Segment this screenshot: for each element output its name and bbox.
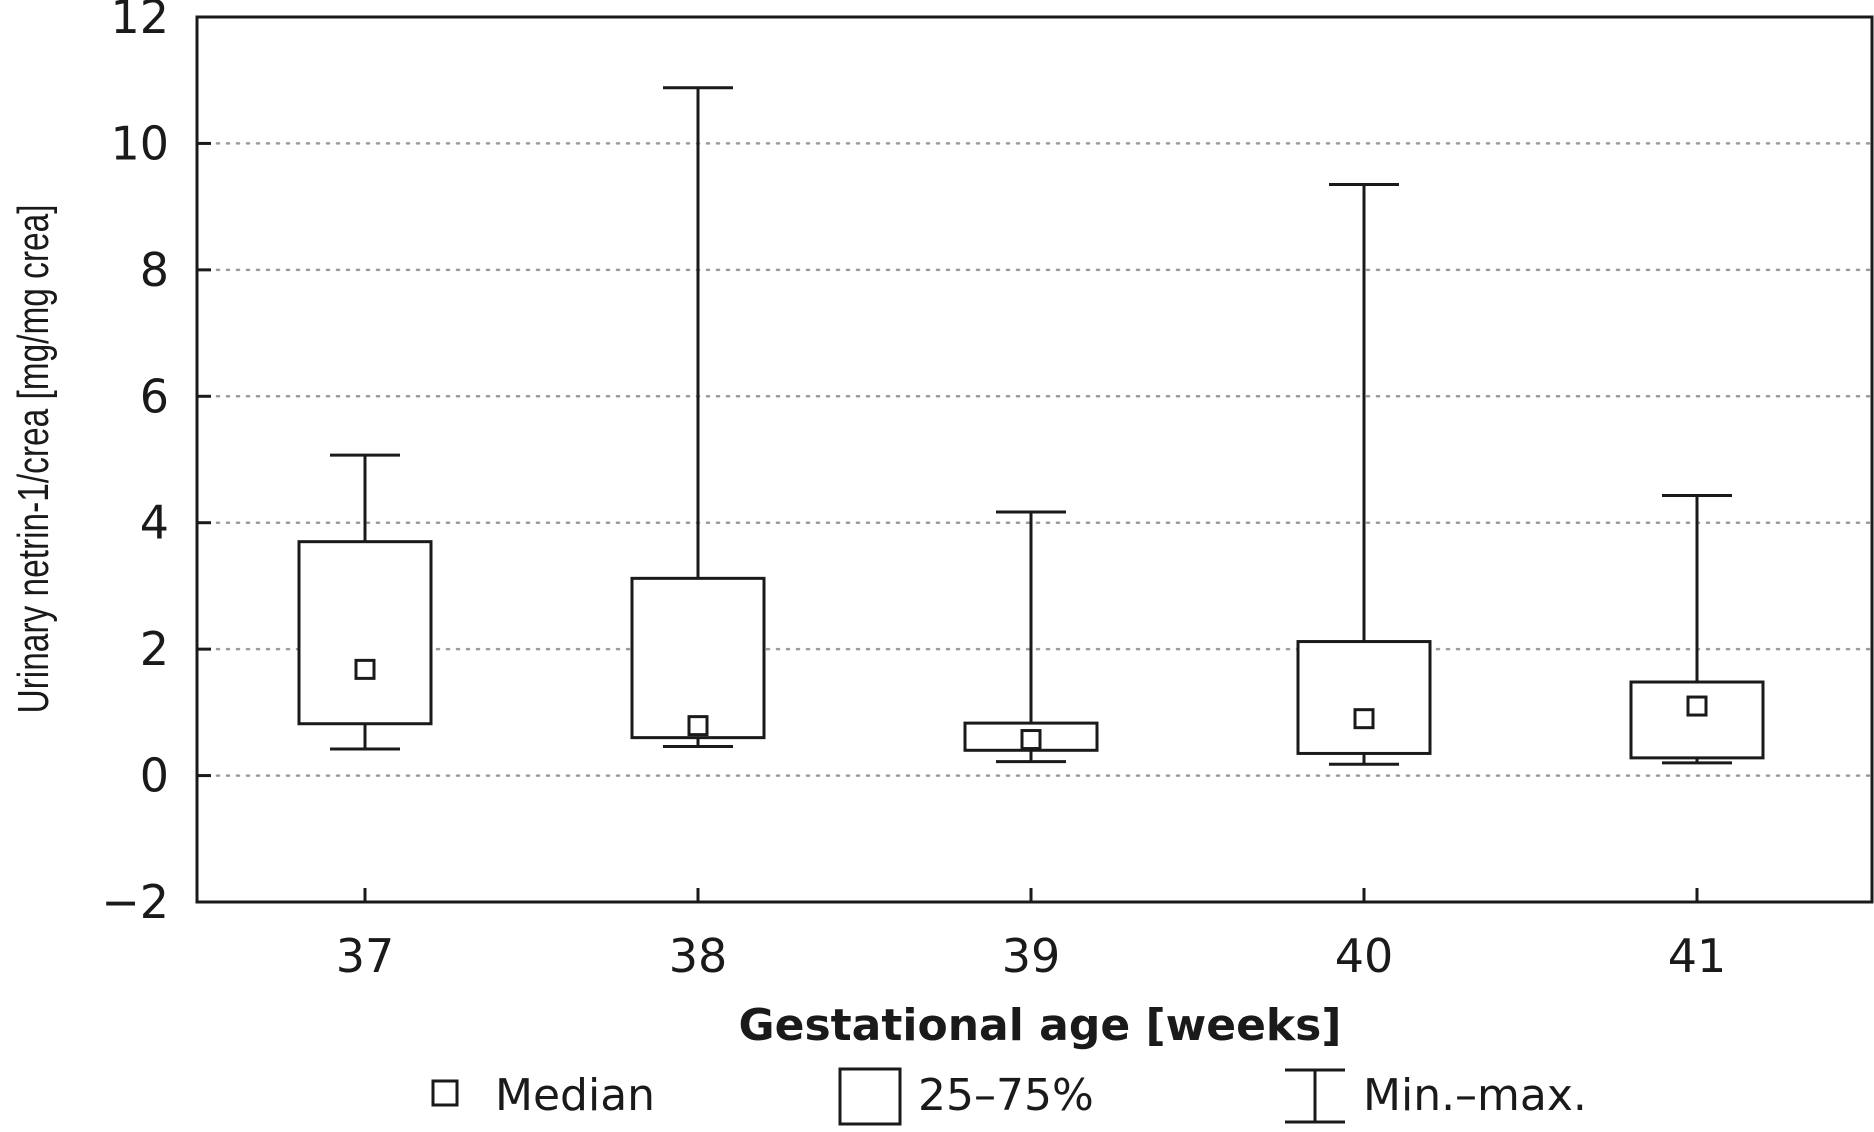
boxes <box>297 86 1765 766</box>
box-group <box>630 86 766 748</box>
x-tick-label: 37 <box>336 929 395 983</box>
gridlines <box>195 142 1874 777</box>
y-tick-label: −2 <box>101 875 169 929</box>
plot-area-frame <box>195 15 1874 904</box>
legend-label: Min.–max. <box>1363 1070 1587 1121</box>
y-axis-label: Urinary netrin-1/crea [mg/mg crea] <box>10 205 58 714</box>
median-marker <box>687 715 709 737</box>
legend-item: Min.–max. <box>1285 1068 1587 1124</box>
x-tick-label: 41 <box>1668 929 1727 983</box>
box-group <box>963 510 1099 764</box>
iqr-box <box>297 540 433 726</box>
median-marker <box>354 658 376 680</box>
legend-item: Median <box>431 1070 655 1121</box>
median-marker <box>1353 708 1375 730</box>
y-tick-label: 6 <box>140 369 169 423</box>
box-group <box>1296 183 1432 766</box>
median-marker <box>1020 729 1042 751</box>
median-marker <box>1686 695 1708 717</box>
legend-box-symbol <box>838 1067 902 1126</box>
box-group <box>297 453 433 751</box>
iqr-box <box>1296 640 1432 755</box>
y-tick-label: 12 <box>110 0 169 44</box>
legend-label: 25–75% <box>918 1070 1094 1121</box>
legend-median-symbol <box>431 1079 459 1107</box>
x-tick-label: 40 <box>1335 929 1394 983</box>
y-tick-label: 8 <box>140 243 169 297</box>
iqr-box <box>630 576 766 740</box>
y-tick-label: 4 <box>140 496 169 550</box>
y-tick-label: 10 <box>110 116 169 170</box>
box-group <box>1629 494 1765 765</box>
legend-item: 25–75% <box>838 1067 1094 1126</box>
y-tick-label: 2 <box>140 622 169 676</box>
iqr-box <box>1629 680 1765 760</box>
legend: Median 25–75% Min.–max. <box>431 1067 1587 1126</box>
legend-label: Median <box>495 1070 655 1121</box>
y-tick-label: 0 <box>140 749 169 803</box>
x-axis-label: Gestational age [weeks] <box>739 1000 1342 1051</box>
x-tick-label: 38 <box>669 929 728 983</box>
axis-ticks: −2 0 2 4 6 8 10 12 37 38 39 40 41 <box>101 0 1726 983</box>
x-tick-label: 39 <box>1002 929 1061 983</box>
